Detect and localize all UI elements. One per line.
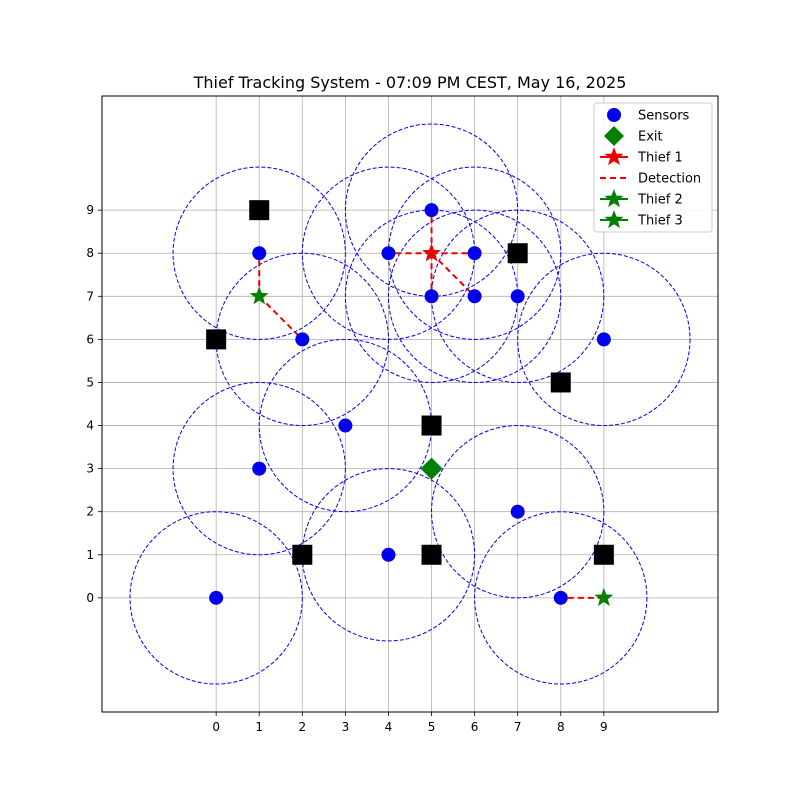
obstacle-square [421, 415, 442, 436]
legend: Sensors Exit Thief 1 Detection Thief 2 Thief … [593, 102, 713, 233]
obstacle-square [550, 372, 571, 393]
thief-star [422, 243, 442, 262]
markers [206, 200, 614, 606]
legend-label: Thief 3 [637, 214, 683, 229]
exit-diamond [420, 457, 443, 480]
legend-label: Exit [638, 130, 663, 145]
legend-diamond-icon [604, 126, 624, 146]
legend-circle-icon [607, 108, 621, 122]
legend-star-icon [604, 147, 624, 166]
legend-label: Thief 2 [637, 193, 683, 208]
x-tick-label: 3 [342, 720, 350, 734]
sensor-range-circle [172, 166, 346, 340]
y-tick-label: 4 [86, 419, 94, 433]
x-tick-label: 8 [557, 720, 565, 734]
legend-item: Sensors [607, 108, 690, 124]
thief-star [594, 587, 614, 606]
sensor-point [424, 203, 439, 218]
sensor-point [381, 246, 396, 261]
x-tick-label: 2 [298, 720, 306, 734]
sensor-point [510, 289, 525, 304]
sensor-point [467, 289, 482, 304]
sensor-point [252, 246, 267, 261]
y-tick-label: 1 [86, 548, 94, 562]
detection-lines [258, 210, 604, 599]
sensor-point [467, 246, 482, 261]
y-tick-label: 6 [86, 332, 94, 346]
x-tick-label: 6 [471, 720, 479, 734]
sensor-point [338, 418, 353, 433]
legend-item: Detection [600, 172, 701, 187]
sensor-point [295, 332, 310, 347]
sensor-point [252, 461, 267, 476]
x-tick-label: 0 [212, 720, 220, 734]
x-tick-label: 7 [514, 720, 522, 734]
obstacle-square [421, 544, 442, 565]
sensor-point [424, 289, 439, 304]
obstacle-square [292, 544, 313, 565]
legend-item: Thief 3 [600, 210, 683, 229]
x-tick-label: 9 [600, 720, 608, 734]
obstacle-square [507, 243, 528, 264]
sensor-range-circle [387, 209, 562, 383]
legend-label: Thief 1 [637, 151, 683, 166]
sensor-point [596, 332, 611, 347]
y-tick-label: 7 [86, 289, 94, 303]
plot-frame [101, 95, 719, 713]
sensor-point [510, 504, 525, 519]
legend-label: Sensors [638, 109, 690, 124]
sensor-range-circle [172, 381, 346, 556]
legend-star-icon [604, 189, 624, 208]
y-tick-label: 9 [86, 203, 94, 217]
x-tick-label: 4 [385, 720, 393, 734]
x-tick-label: 1 [255, 720, 263, 734]
sensor-point [209, 590, 224, 605]
obstacle-square [593, 544, 614, 565]
y-tick-label: 8 [86, 246, 94, 260]
legend-item: Thief 1 [600, 147, 683, 166]
thief-star [249, 286, 269, 305]
legend-item: Thief 2 [600, 189, 683, 208]
sensor-point [553, 590, 568, 605]
obstacle-square [206, 329, 227, 350]
y-tick-label: 2 [86, 505, 94, 519]
axis-ticks: 0 1 2 3 4 5 6 7 8 9 0 1 2 3 4 5 6 7 8 9 [86, 203, 607, 734]
legend-item: Exit [604, 126, 663, 146]
sensor-range-circle [474, 511, 648, 685]
obstacle-square [249, 200, 270, 221]
y-tick-label: 5 [86, 375, 94, 389]
detection-line [430, 252, 476, 298]
chart-title: Thief Tracking System - 07:09 PM CEST, M… [193, 73, 627, 92]
sensor-point [381, 547, 396, 562]
legend-label: Detection [638, 172, 701, 187]
detection-line [258, 295, 304, 341]
sensor-range-circle [517, 252, 691, 427]
legend-star-icon [604, 210, 624, 229]
sensor-range-circle [431, 425, 605, 599]
sensor-range-circle [129, 511, 303, 685]
y-tick-label: 3 [86, 462, 94, 476]
x-tick-label: 5 [428, 720, 436, 734]
y-tick-label: 0 [86, 591, 94, 605]
